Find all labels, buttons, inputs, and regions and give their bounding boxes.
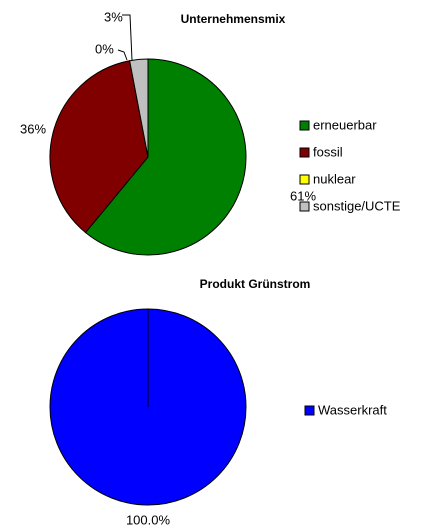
pie-slice <box>84 58 247 256</box>
data-label: 0% <box>95 41 114 56</box>
legend-label: sonstige/UCTE <box>313 198 401 213</box>
legend-swatch <box>299 174 310 185</box>
data-label: 36% <box>20 121 46 136</box>
pie-slice <box>129 58 149 158</box>
legend-swatch <box>299 147 310 158</box>
legend-label: erneuerbar <box>313 117 377 132</box>
legend-label: Wasserkraft <box>318 402 387 417</box>
legend-swatch <box>304 405 315 416</box>
data-label: 61% <box>290 188 316 203</box>
legend-swatch <box>299 120 310 131</box>
chart-title: Unternehmensmix <box>181 12 286 26</box>
legend-label: fossil <box>313 144 343 159</box>
data-label: 100.0% <box>126 512 171 527</box>
pie-slice <box>49 60 149 234</box>
leader-line <box>122 14 133 61</box>
chart-title: Produkt Grünstrom <box>200 277 311 291</box>
legend-swatch <box>299 201 310 212</box>
legend-label: nuklear <box>313 171 356 186</box>
leader-line <box>117 49 128 61</box>
data-label: 3% <box>104 9 123 24</box>
